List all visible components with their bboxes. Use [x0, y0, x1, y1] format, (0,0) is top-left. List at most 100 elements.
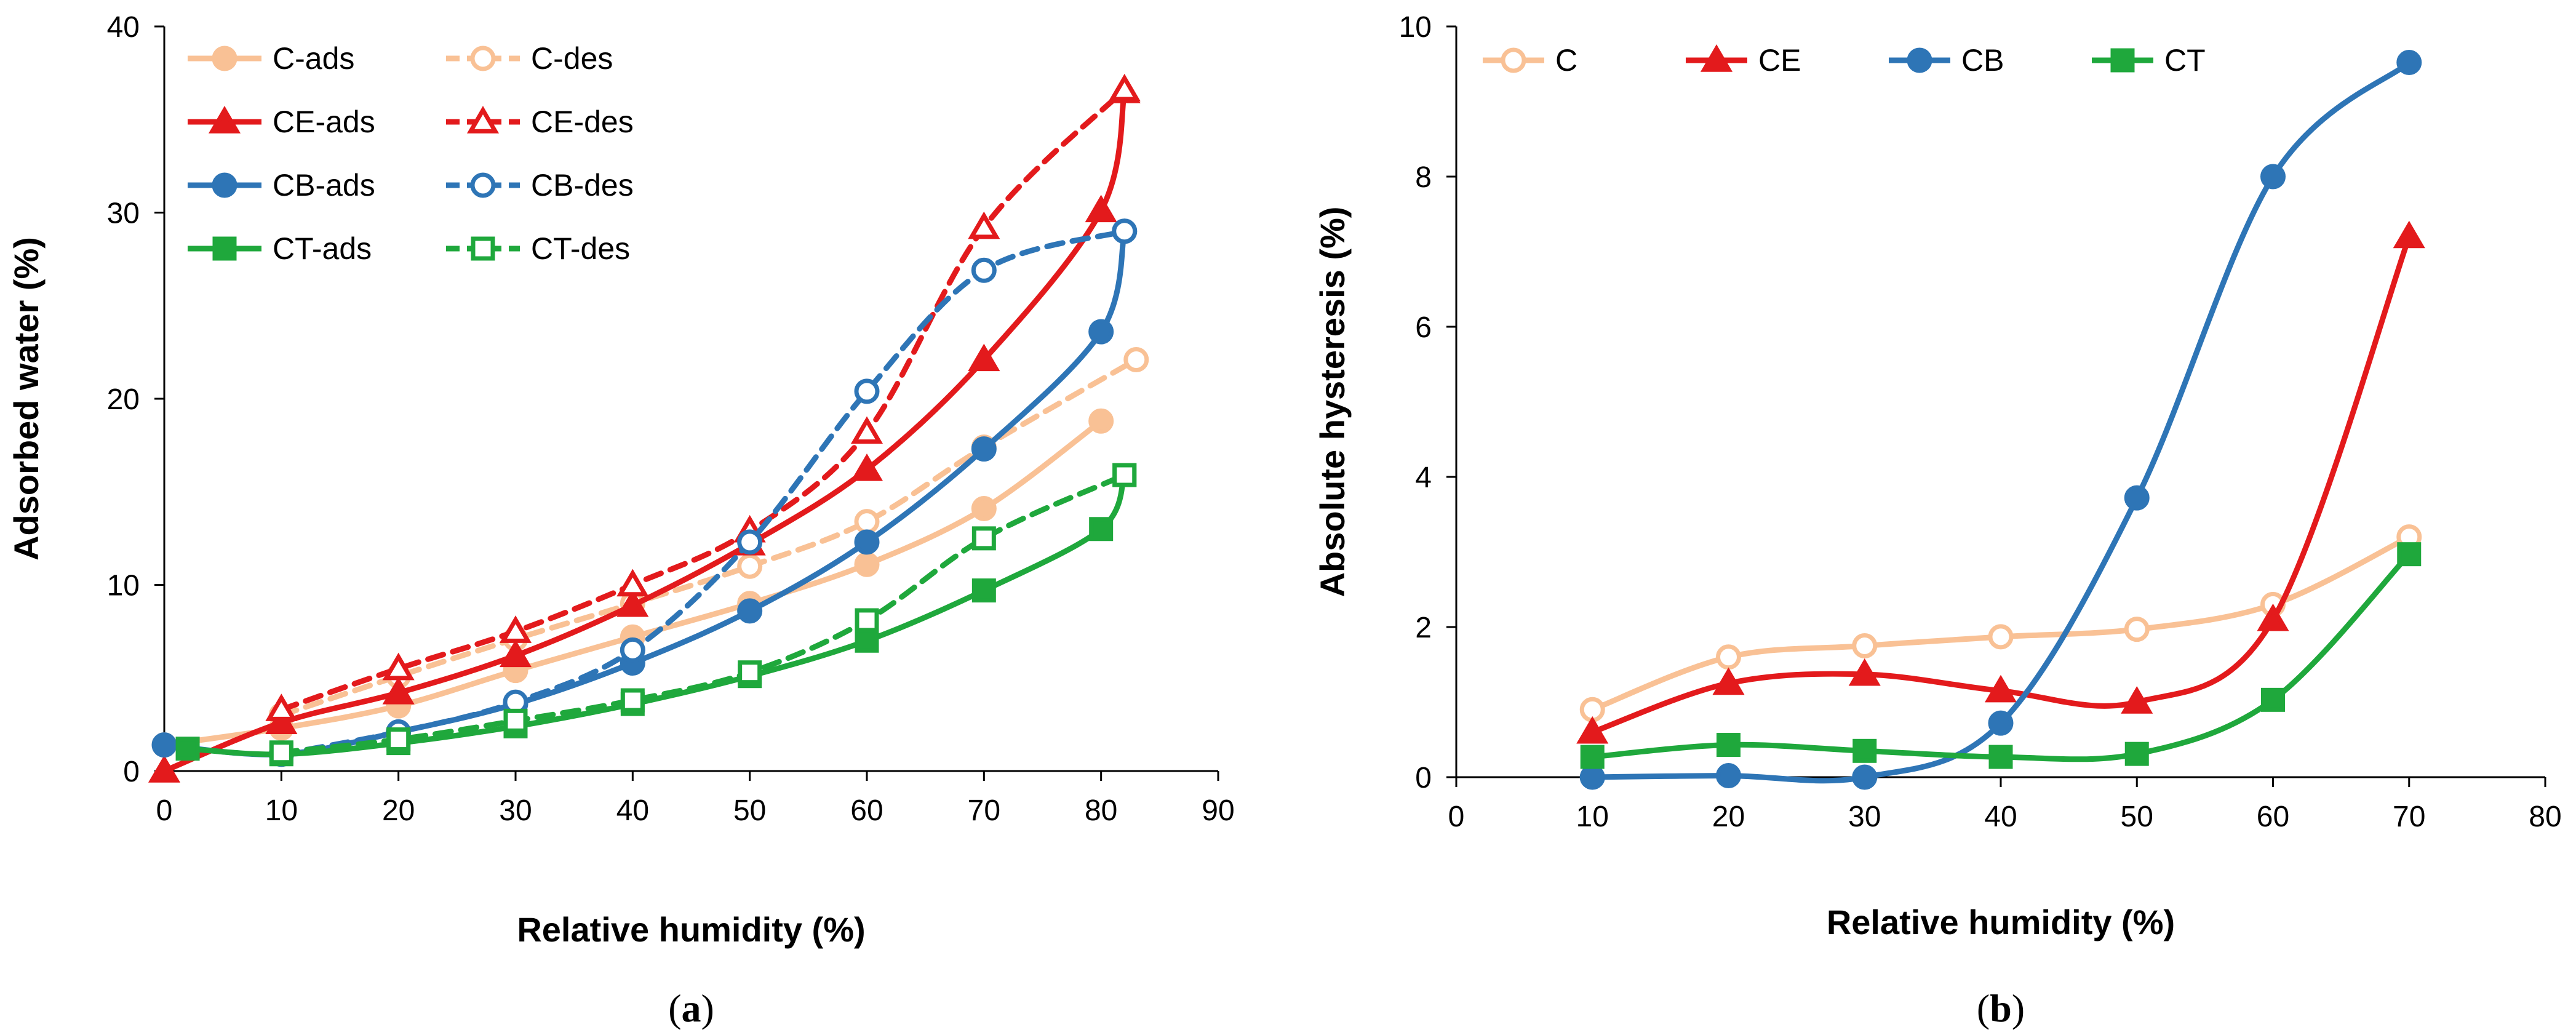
panel-a-legend: C-ads C-des CE-ads CE-des CB-ads CB-des CT-ads… — [188, 41, 634, 266]
panel-b-data-point-cb — [1579, 764, 1605, 790]
panel-a-data-point-ce-ads — [382, 677, 415, 705]
panel-b-data-point-ct — [2124, 741, 2149, 766]
panel-a-data-point-ce-des — [1108, 73, 1141, 102]
panel-b-legend-marker-ct — [2110, 48, 2135, 73]
panel-a-data-point-ct-ads — [971, 578, 996, 603]
panel-a-data-point-ct-des — [503, 708, 528, 733]
panel-a-x-tick-label: 60 — [850, 794, 883, 827]
panel-a-x-tick-label: 80 — [1085, 794, 1117, 827]
panel-a-panel-label-open-paren: ( — [668, 986, 681, 1030]
panel-a-legend-label-cb-ads: CB-ads — [273, 168, 375, 202]
chart-panel-b: 0 10 20 30 40 50 60 70 80 0 2 4 6 8 10 Relative humidit… — [1313, 11, 2562, 1030]
panel-a-data-point-ce-des — [382, 652, 415, 681]
panel-a-legend-marker-cb-des — [470, 172, 496, 198]
panel-a-data-point-c-des — [737, 553, 763, 579]
panel-a-data-point-ce-des — [616, 569, 649, 597]
panel-b-legend-marker-c — [1501, 47, 1526, 73]
panel-a-legend-marker-ct-ads — [212, 236, 237, 261]
panel-b-x-tick-label: 0 — [1448, 801, 1465, 833]
panel-b-legend-item-ct: CT — [2092, 43, 2206, 78]
panel-a-x-tick-label: 10 — [265, 794, 298, 827]
panel-a-legend-marker-c-ads — [212, 46, 237, 71]
panel-a-data-point-ct-des — [971, 526, 996, 551]
panel-a-data-point-ct-des — [738, 660, 762, 685]
panel-a-x-axis-title: Relative humidity (%) — [517, 910, 865, 949]
panel-b-x-tick-label: 20 — [1712, 801, 1745, 833]
panel-a-y-tick-label: 30 — [107, 198, 140, 230]
panel-a-y-tick-label: 10 — [107, 570, 140, 602]
panel-a-data-point-ct-des — [386, 727, 411, 752]
panel-a-data-point-cb-des — [620, 637, 645, 663]
panel-b-data-point-c — [1852, 633, 1878, 658]
chart-panel-a: 0 10 20 30 40 50 60 70 80 90 0 10 20 30 40 Relative hum… — [7, 11, 1235, 1030]
panel-a-legend-label-ce-des: CE-des — [531, 105, 634, 139]
panel-a-legend-label-ct-ads: CT-ads — [273, 231, 372, 266]
panel-b-y-tick-label: 4 — [1415, 462, 1432, 494]
panel-a-data-point-cb-des — [971, 257, 997, 283]
panel-a-data-point-ce-des — [968, 211, 1000, 239]
panel-b-legend-label-c: C — [1555, 43, 1577, 78]
panel-b-legend: C CE CB CT — [1483, 43, 2206, 78]
panel-b-data-point-c — [1988, 624, 2014, 650]
panel-b-x-axis-title: Relative humidity (%) — [1827, 903, 2175, 941]
panel-a-x-tick-label: 30 — [499, 794, 532, 827]
panel-b-x-tick-label: 50 — [2121, 801, 2153, 833]
panel-b-data-point-cb — [1716, 763, 1741, 789]
panel-a-legend-item-ce-ads: CE-ads — [188, 105, 375, 139]
panel-a-legend-marker-ce-des — [466, 106, 500, 134]
panel-b-data-point-ce — [2121, 686, 2153, 714]
panel-a-x-tick-label: 20 — [382, 794, 415, 827]
panel-b-series-cb — [1579, 50, 2422, 790]
panel-a-x-tick-label: 0 — [156, 794, 173, 827]
panel-a-data-point-ct-ads — [1089, 517, 1114, 541]
panel-b-data-point-ce — [1848, 658, 1881, 686]
panel-a-data-point-cb-ads — [737, 598, 763, 624]
panel-b-legend-marker-cb — [1907, 47, 1932, 73]
panel-a-data-point-ce-ads — [616, 589, 649, 617]
panel-b-x-tick-label: 40 — [1984, 801, 2017, 833]
panel-b-x-tick-label: 80 — [2529, 801, 2561, 833]
panel-a-data-point-ce-ads — [265, 706, 298, 735]
panel-a-data-point-ce-ads — [1085, 194, 1117, 223]
panel-a-series-cb-des — [268, 218, 1138, 767]
panel-b-data-point-cb — [1988, 710, 2014, 736]
panel-a-series-cb-ads — [151, 218, 1138, 767]
panel-a-panel-label: (a) — [668, 986, 714, 1030]
panel-a-data-point-cb-ads — [971, 436, 997, 462]
panel-a-x-tick-label: 90 — [1202, 794, 1234, 827]
panel-b-y-tick-label: 6 — [1415, 311, 1432, 344]
panel-a-data-point-cb-ads — [151, 732, 177, 758]
panel-b-y-tick-label: 2 — [1415, 612, 1432, 644]
panel-a-data-point-c-ads — [971, 495, 997, 521]
panel-a-series-ce-ads — [148, 75, 1141, 783]
panel-a-series-line-ce-ads — [161, 89, 1128, 774]
panel-b-y-axis-title: Absolute hysteresis (%) — [1313, 207, 1352, 597]
panel-a-data-point-ce-des — [499, 615, 532, 643]
panel-b-series-ct — [1580, 542, 2422, 769]
panel-a-legend-marker-cb-ads — [212, 172, 237, 198]
panel-a-legend-marker-ce-ads — [208, 106, 241, 134]
panel-a-data-point-ct-des — [855, 608, 879, 633]
panel-b-x-tick-label: 10 — [1576, 801, 1609, 833]
panel-b-legend-label-cb: CB — [1961, 43, 2004, 78]
panel-a-data-point-c-ads — [854, 551, 880, 577]
panel-a-data-point-ce-des — [850, 416, 883, 444]
panel-a-data-point-ce-des — [265, 693, 298, 721]
panel-b-panel-label-close-paren: ) — [2012, 986, 2025, 1030]
panel-a-panel-label-letter: a — [682, 986, 701, 1030]
panel-a-data-point-ce-ads — [968, 343, 1000, 372]
panel-a-data-point-ce-ads — [148, 755, 181, 783]
panel-a-legend-marker-c-des — [470, 46, 496, 71]
panel-b-data-point-ct — [1580, 745, 1605, 769]
panel-a-legend-item-c-des: C-des — [446, 41, 613, 76]
panel-a-x-tick-label: 50 — [733, 794, 766, 827]
panel-b-data-point-ct — [1988, 745, 2013, 769]
panel-b-x-tick-label: 60 — [2257, 801, 2289, 833]
panel-b-data-point-cb — [2260, 164, 2286, 190]
panel-a-data-point-cb-des — [737, 529, 763, 555]
panel-b-data-point-ce — [1712, 667, 1745, 695]
panel-b-data-point-ce — [2257, 603, 2289, 631]
panel-a-y-tick-label: 20 — [107, 383, 140, 416]
panel-b-legend-label-ce: CE — [1758, 43, 1801, 78]
